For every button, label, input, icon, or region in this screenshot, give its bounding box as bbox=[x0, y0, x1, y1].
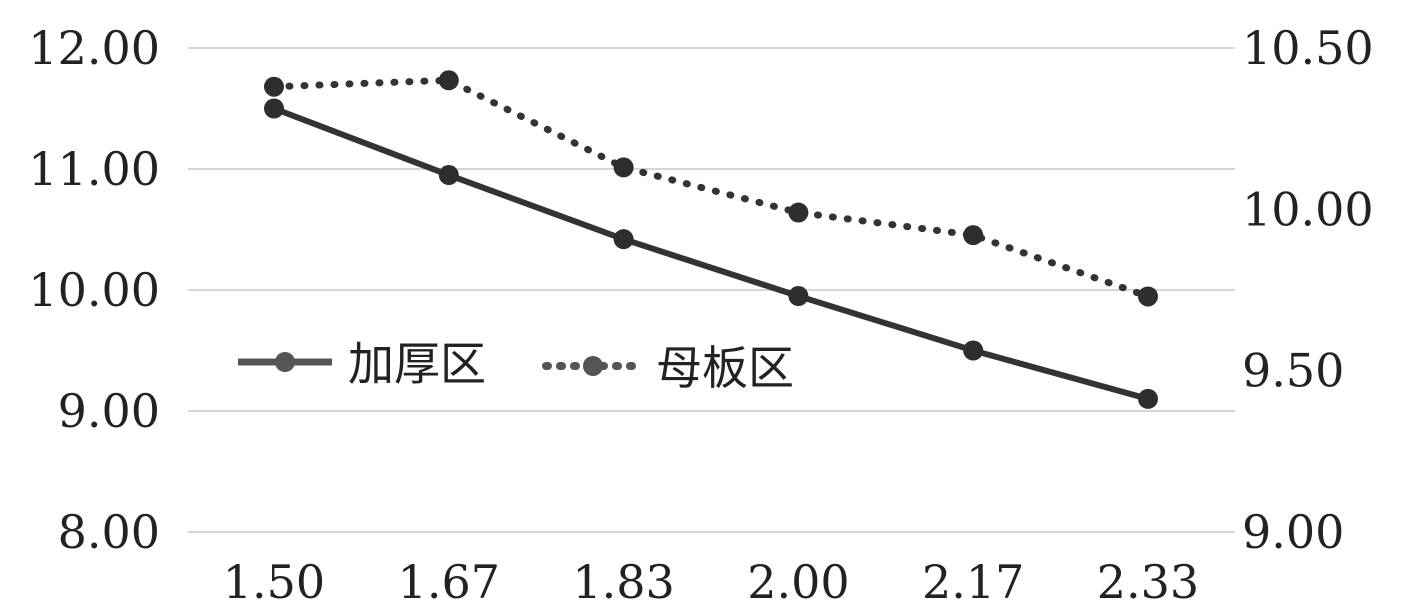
data-point-dotted bbox=[264, 76, 284, 97]
data-point-solid bbox=[1138, 388, 1158, 409]
data-point-dotted bbox=[438, 70, 459, 91]
legend-marker-solid bbox=[275, 352, 295, 372]
legend-label-dotted: 母板区 bbox=[656, 341, 794, 395]
legend-item-solid: 加厚区 bbox=[238, 337, 486, 391]
data-point-solid bbox=[788, 286, 809, 307]
right-y-axis-ticks: 9.00 9.50 10.00 10.50 bbox=[1242, 21, 1374, 559]
right-y-tick-label: 10.50 bbox=[1242, 21, 1374, 75]
left-y-tick-label: 8.00 bbox=[58, 505, 160, 559]
data-point-solid bbox=[613, 229, 634, 250]
legend-marker-dotted bbox=[583, 356, 603, 376]
left-y-tick-label: 12.00 bbox=[28, 21, 160, 75]
series-line-dotted bbox=[270, 76, 1152, 300]
series-line-solid bbox=[272, 105, 1149, 402]
left-y-tick-label: 10.00 bbox=[28, 263, 160, 317]
left-y-axis-ticks: 8.00 9.00 10.00 11.00 12.00 bbox=[28, 21, 160, 559]
data-point-solid bbox=[438, 165, 459, 186]
data-point-solid bbox=[264, 98, 284, 119]
series-lines bbox=[270, 76, 1152, 402]
legend-item-dotted: 母板区 bbox=[542, 341, 794, 395]
x-tick-label: 1.50 bbox=[223, 555, 325, 609]
x-axis-ticks: 1.50 1.67 1.83 2.00 2.17 2.33 bbox=[223, 555, 1199, 609]
x-tick-label: 1.83 bbox=[572, 555, 674, 609]
left-y-tick-label: 9.00 bbox=[58, 384, 160, 438]
data-point-dotted bbox=[613, 157, 634, 178]
x-tick-label: 2.33 bbox=[1097, 555, 1199, 609]
x-tick-label: 2.00 bbox=[747, 555, 849, 609]
series-points bbox=[264, 70, 1158, 409]
right-y-tick-label: 9.50 bbox=[1242, 344, 1344, 398]
legend: 加厚区 母板区 bbox=[238, 337, 794, 395]
x-tick-label: 1.67 bbox=[398, 555, 500, 609]
data-point-dotted bbox=[963, 225, 984, 246]
left-y-tick-label: 11.00 bbox=[28, 142, 160, 196]
right-y-tick-label: 10.00 bbox=[1242, 182, 1374, 236]
legend-label-solid: 加厚区 bbox=[348, 337, 486, 391]
data-point-dotted bbox=[788, 202, 809, 223]
data-point-dotted bbox=[1138, 286, 1158, 307]
x-tick-label: 2.17 bbox=[922, 555, 1024, 609]
grid-lines bbox=[188, 47, 1235, 533]
data-point-solid bbox=[963, 340, 984, 361]
right-y-tick-label: 9.00 bbox=[1242, 505, 1344, 559]
